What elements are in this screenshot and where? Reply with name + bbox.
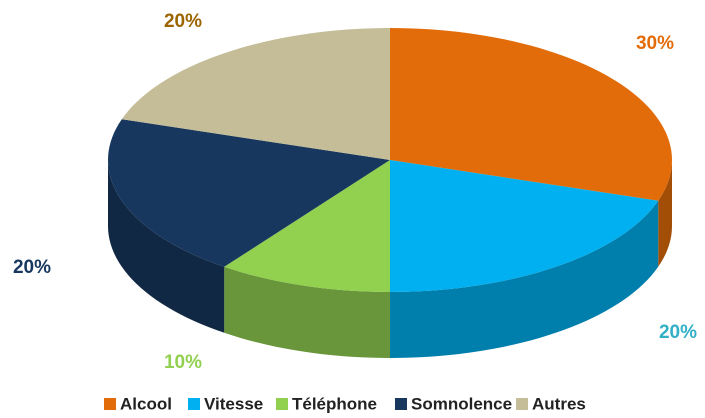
legend-swatch [188, 398, 200, 410]
legend-label: Téléphone [292, 394, 377, 413]
slice [390, 160, 659, 292]
legend-swatch [104, 398, 116, 410]
data-label: 10% [164, 352, 202, 373]
legend-label: Somnolence [411, 394, 512, 413]
legend-label: Autres [532, 394, 586, 413]
slice-side [108, 160, 225, 333]
slice-side [224, 266, 390, 358]
slice [224, 160, 390, 292]
legend-swatch [516, 398, 528, 410]
legend-label: Alcool [120, 394, 172, 413]
legend-label: Vitesse [204, 394, 263, 413]
slice-side [390, 200, 659, 358]
slice-side [658, 160, 672, 267]
legend-swatch [395, 398, 407, 410]
data-label: 30% [636, 33, 674, 54]
data-label: 20% [13, 257, 51, 278]
slice [108, 119, 390, 267]
slice [121, 28, 390, 160]
legend-swatch [276, 398, 288, 410]
data-label: 20% [659, 322, 697, 343]
data-label: 20% [164, 11, 202, 32]
slice [390, 28, 672, 201]
